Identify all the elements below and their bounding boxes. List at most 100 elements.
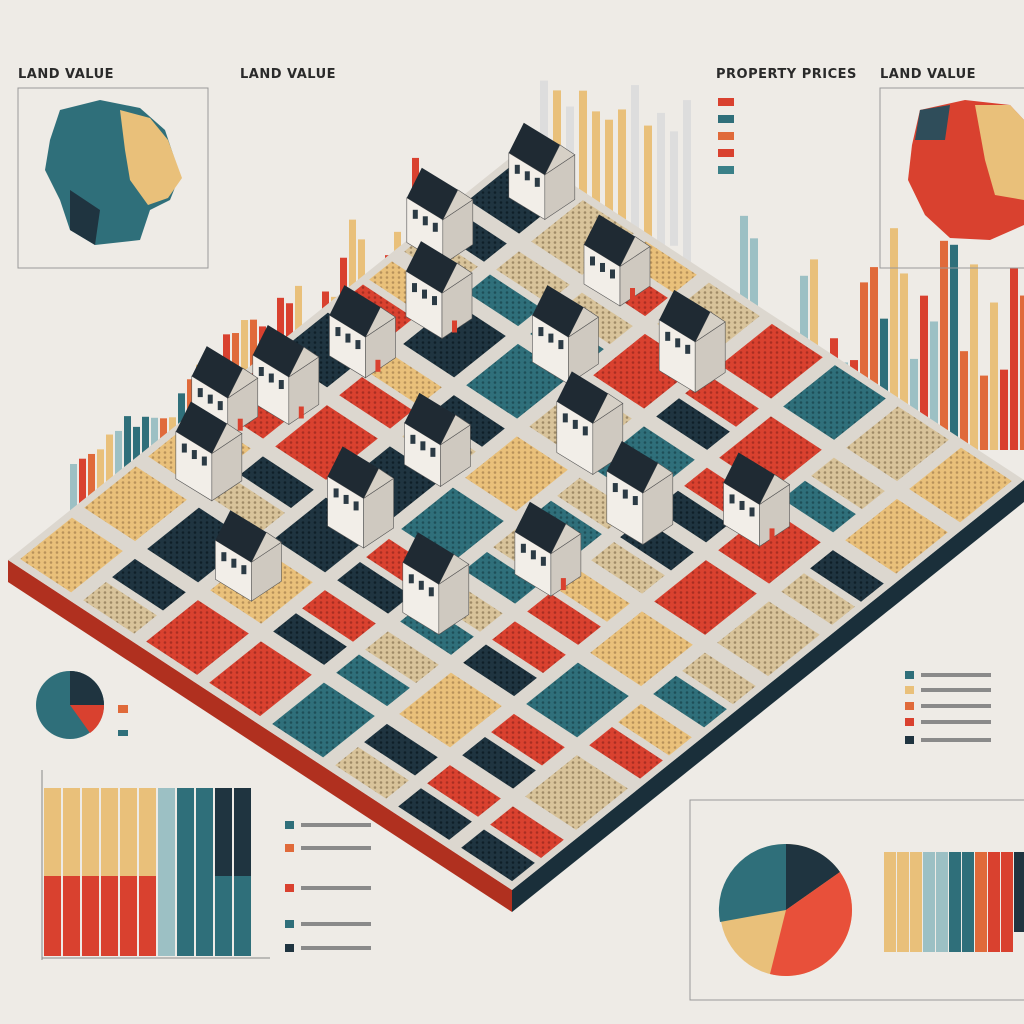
pie-slice: [70, 705, 105, 733]
stack-segment: [120, 876, 137, 956]
window: [353, 501, 359, 511]
plot: [846, 406, 949, 482]
deco-bar: [910, 852, 922, 952]
plot: [467, 274, 541, 327]
plot: [461, 829, 535, 882]
door: [769, 528, 775, 541]
window: [420, 441, 426, 451]
plot: [399, 672, 502, 748]
stack-segment: [139, 876, 156, 956]
window: [524, 171, 530, 181]
house-roof: [329, 285, 381, 338]
plot: [335, 747, 409, 799]
stacked-chart: [41, 770, 270, 960]
window: [558, 340, 564, 350]
plot: [463, 644, 537, 697]
window: [207, 394, 213, 404]
window: [418, 580, 424, 590]
window: [241, 565, 247, 575]
window: [258, 367, 264, 377]
window: [632, 496, 638, 506]
deco-bar: [880, 318, 888, 450]
plot: [273, 613, 347, 665]
window: [729, 494, 735, 504]
plot: [525, 755, 628, 830]
placeholder-text: [301, 922, 371, 926]
plot: [403, 302, 506, 378]
stack-segment: [215, 876, 232, 956]
stack-segment: [158, 788, 175, 876]
stack-segment: [215, 788, 232, 876]
window: [268, 373, 274, 383]
plot: [810, 550, 884, 602]
legend-swatch: [118, 730, 128, 736]
legend-swatch: [905, 736, 914, 744]
stack-segment: [63, 788, 80, 876]
plot: [398, 788, 472, 840]
deco-bar: [1000, 369, 1008, 450]
pie-slice: [786, 843, 840, 910]
door: [375, 359, 381, 372]
legend-swatch: [718, 132, 734, 140]
deco-bar: [870, 267, 878, 450]
window: [600, 262, 605, 272]
isometric-plots: [8, 150, 1024, 912]
house-roof: [175, 401, 227, 454]
legend-swatch: [718, 149, 734, 157]
heading: LAND VALUE: [880, 67, 976, 82]
window: [345, 333, 351, 343]
legend-swatch: [285, 920, 294, 928]
window: [432, 222, 438, 232]
plot: [492, 621, 566, 673]
plot: [427, 765, 501, 817]
plot: [240, 456, 314, 508]
placeholder-text: [301, 823, 371, 827]
legend-swatch: [905, 718, 914, 726]
window: [221, 552, 227, 562]
window: [430, 447, 436, 457]
legend: [718, 98, 734, 174]
plot: [465, 436, 568, 512]
door: [560, 578, 566, 591]
deco-bar: [960, 351, 968, 450]
stack-segment: [120, 788, 137, 876]
window: [355, 340, 361, 350]
deco-bar: [683, 100, 691, 267]
placeholder-text: [921, 720, 991, 724]
deco-bar: [860, 282, 868, 450]
plot: [682, 652, 756, 705]
deco-bar: [990, 302, 998, 450]
house-roof: [252, 325, 304, 378]
plot: [84, 466, 187, 542]
stack-segment: [234, 876, 251, 956]
plot: [365, 631, 439, 683]
window: [412, 209, 418, 219]
deco-bar: [631, 85, 639, 277]
window: [410, 434, 416, 444]
plot: [209, 641, 312, 717]
window: [562, 413, 568, 423]
window: [333, 488, 339, 498]
stack-segment: [139, 788, 156, 876]
map-region: [975, 105, 1024, 200]
stack-segment: [101, 788, 118, 876]
door: [630, 288, 635, 300]
plot: [146, 600, 249, 675]
houses: [175, 122, 791, 636]
plot: [490, 806, 564, 858]
pie-slice: [718, 843, 786, 922]
window: [665, 331, 671, 341]
stack-segment: [44, 876, 61, 956]
plot: [112, 558, 186, 611]
plot: [337, 562, 411, 614]
house-roof: [532, 285, 584, 338]
window: [612, 483, 618, 493]
window: [622, 489, 628, 499]
deco-bar: [618, 109, 626, 261]
map-frame: [879, 87, 1024, 269]
plot: [275, 405, 378, 480]
legend-swatch: [285, 821, 294, 829]
window: [520, 543, 526, 553]
plot: [590, 611, 693, 687]
plot: [527, 593, 601, 645]
